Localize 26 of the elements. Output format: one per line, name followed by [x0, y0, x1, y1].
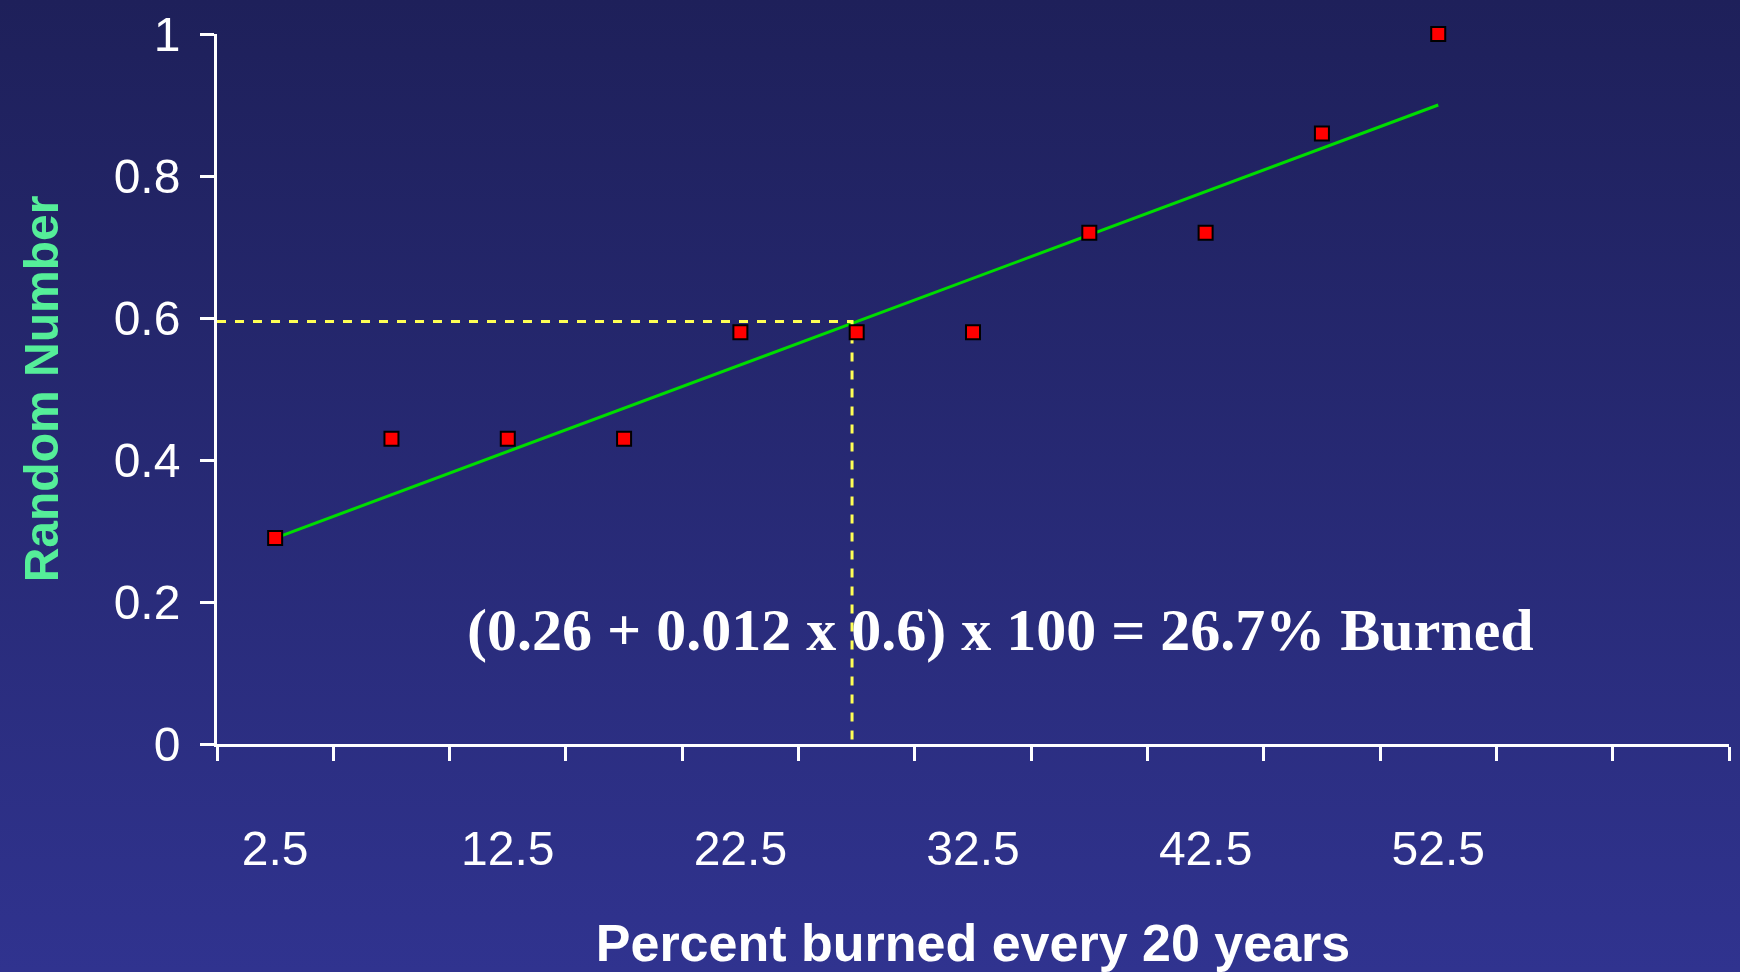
x-tick-label: 52.5 — [1391, 821, 1485, 875]
point — [1081, 224, 1098, 241]
x-tick-label: 12.5 — [461, 821, 555, 875]
point — [848, 324, 865, 341]
y-tick-label: 0.6 — [113, 291, 181, 345]
point — [965, 324, 981, 341]
y-tick-label: 1 — [153, 7, 181, 61]
point — [383, 430, 400, 447]
x-tick-label: 2.5 — [241, 821, 309, 875]
x-tick-label: 42.5 — [1158, 821, 1253, 875]
y-tick-label: 0.2 — [113, 575, 181, 629]
x-tick-label: 32.5 — [926, 821, 1020, 875]
x-axis-title: Percent burned every 20 years — [595, 914, 1351, 972]
point — [499, 430, 516, 447]
point — [1197, 224, 1214, 241]
point — [1430, 26, 1447, 42]
y-tick-label: 0 — [153, 717, 181, 771]
annotation: (0.26 + 0.012 x 0.6) x 100 = 26.7% Burned — [467, 597, 1534, 663]
y-axis-title: Random Number — [15, 195, 69, 583]
x-tick-label: 22.5 — [693, 821, 788, 875]
y-tick-label: 0.4 — [113, 433, 181, 487]
point — [267, 530, 284, 547]
point — [616, 430, 633, 447]
y-tick-label: 0.8 — [113, 149, 181, 203]
point — [732, 324, 749, 341]
point — [1313, 125, 1330, 142]
